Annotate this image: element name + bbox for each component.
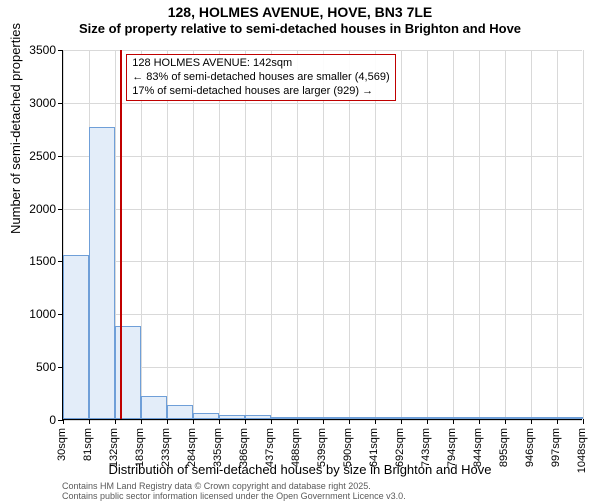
x-tick bbox=[323, 419, 324, 424]
y-tick-label: 3000 bbox=[16, 96, 56, 110]
histogram-bar bbox=[349, 417, 375, 419]
x-tick bbox=[401, 419, 402, 424]
histogram-bar bbox=[63, 255, 89, 419]
histogram-bar bbox=[453, 417, 479, 419]
gridline-v bbox=[167, 50, 168, 419]
gridline-v bbox=[141, 50, 142, 419]
histogram-bar bbox=[479, 417, 505, 419]
chart-footer: Contains HM Land Registry data © Crown c… bbox=[62, 482, 406, 502]
histogram-bar bbox=[271, 417, 297, 419]
x-tick bbox=[167, 419, 168, 424]
y-tick-label: 500 bbox=[16, 360, 56, 374]
histogram-bar bbox=[167, 405, 193, 419]
chart-title: 128, HOLMES AVENUE, HOVE, BN3 7LE bbox=[0, 4, 600, 21]
gridline-v bbox=[401, 50, 402, 419]
histogram-bar bbox=[219, 415, 245, 419]
x-tick bbox=[427, 419, 428, 424]
chart-subtitle: Size of property relative to semi-detach… bbox=[0, 21, 600, 36]
histogram-bar bbox=[557, 417, 583, 419]
marker-line bbox=[120, 50, 122, 419]
x-tick bbox=[349, 419, 350, 424]
histogram-bar bbox=[245, 415, 271, 419]
chart-root: 128, HOLMES AVENUE, HOVE, BN3 7LE Size o… bbox=[0, 4, 600, 504]
x-tick bbox=[375, 419, 376, 424]
gridline-v bbox=[505, 50, 506, 419]
histogram-bar bbox=[141, 396, 167, 419]
callout-box: 128 HOLMES AVENUE: 142sqm← 83% of semi-d… bbox=[126, 54, 395, 101]
gridline-v bbox=[271, 50, 272, 419]
histogram-bar bbox=[193, 413, 219, 419]
gridline-v bbox=[193, 50, 194, 419]
callout-line: 128 HOLMES AVENUE: 142sqm bbox=[132, 57, 389, 71]
x-tick bbox=[505, 419, 506, 424]
histogram-bar bbox=[531, 417, 557, 419]
y-tick-label: 2000 bbox=[16, 202, 56, 216]
x-tick bbox=[453, 419, 454, 424]
plot-area: 128 HOLMES AVENUE: 142sqm← 83% of semi-d… bbox=[62, 50, 582, 420]
gridline-v bbox=[245, 50, 246, 419]
x-tick bbox=[193, 419, 194, 424]
gridline-v bbox=[479, 50, 480, 419]
histogram-bar bbox=[375, 417, 401, 419]
y-tick-label: 1500 bbox=[16, 254, 56, 268]
x-tick bbox=[63, 419, 64, 424]
histogram-bar bbox=[505, 417, 531, 419]
gridline-v bbox=[219, 50, 220, 419]
histogram-bar bbox=[323, 417, 349, 419]
gridline-v bbox=[323, 50, 324, 419]
x-tick bbox=[89, 419, 90, 424]
gridline-v bbox=[375, 50, 376, 419]
y-tick-label: 0 bbox=[16, 413, 56, 427]
gridline-v bbox=[297, 50, 298, 419]
x-tick bbox=[115, 419, 116, 424]
x-tick-label: 30sqm bbox=[56, 428, 68, 461]
x-tick bbox=[557, 419, 558, 424]
y-tick-label: 3500 bbox=[16, 43, 56, 57]
gridline-v bbox=[583, 50, 584, 419]
y-tick-label: 1000 bbox=[16, 307, 56, 321]
x-tick-label: 81sqm bbox=[82, 428, 94, 461]
footer-line-2: Contains public sector information licen… bbox=[62, 492, 406, 502]
x-tick bbox=[219, 419, 220, 424]
x-tick bbox=[479, 419, 480, 424]
gridline-v bbox=[557, 50, 558, 419]
gridline-v bbox=[531, 50, 532, 419]
x-tick bbox=[141, 419, 142, 424]
gridline-v bbox=[427, 50, 428, 419]
gridline-v bbox=[453, 50, 454, 419]
y-tick-label: 2500 bbox=[16, 149, 56, 163]
x-tick bbox=[531, 419, 532, 424]
histogram-bar bbox=[297, 417, 323, 419]
x-tick bbox=[583, 419, 584, 424]
histogram-bar bbox=[89, 127, 115, 419]
x-tick bbox=[245, 419, 246, 424]
histogram-bar bbox=[401, 417, 427, 419]
x-axis-label: Distribution of semi-detached houses by … bbox=[0, 462, 600, 477]
callout-line: 17% of semi-detached houses are larger (… bbox=[132, 85, 389, 99]
callout-line: ← 83% of semi-detached houses are smalle… bbox=[132, 71, 389, 85]
x-tick bbox=[297, 419, 298, 424]
histogram-bar bbox=[115, 326, 141, 419]
gridline-v bbox=[349, 50, 350, 419]
plot-container: 128 HOLMES AVENUE: 142sqm← 83% of semi-d… bbox=[62, 50, 582, 420]
histogram-bar bbox=[427, 417, 453, 419]
x-tick bbox=[271, 419, 272, 424]
